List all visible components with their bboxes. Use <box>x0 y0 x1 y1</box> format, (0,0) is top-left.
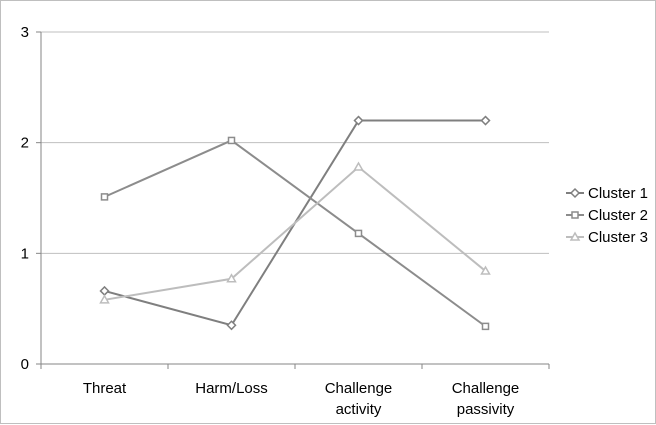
legend-label: Cluster 2 <box>588 207 648 224</box>
data-point-square <box>100 193 109 201</box>
legend-marker-triangle <box>569 231 581 241</box>
x-tick-label-line: Challenge <box>452 380 520 397</box>
y-tick-label: 0 <box>21 356 29 373</box>
y-tick-label: 2 <box>21 135 29 152</box>
legend-entry: Cluster 3 <box>566 229 648 246</box>
legend-label: Cluster 3 <box>588 229 648 246</box>
x-tick-label-line: passivity <box>457 401 515 418</box>
data-point-diamond <box>226 320 237 331</box>
legend-entry: Cluster 2 <box>566 207 648 224</box>
series-line <box>104 165 487 301</box>
data-point-diamond <box>99 285 110 297</box>
data-point-triangle <box>226 273 237 283</box>
series-3 <box>99 161 491 304</box>
x-tick-label-line: Threat <box>83 380 127 397</box>
data-point-diamond <box>353 115 364 126</box>
legend-marker-square <box>571 211 579 219</box>
y-tick-label: 1 <box>21 245 29 262</box>
grid-lines <box>41 31 549 254</box>
data-point-square <box>481 322 490 331</box>
x-tick-label: Threat <box>83 380 127 397</box>
x-tick-label-line: activity <box>336 401 382 418</box>
y-tick-labels: 0 1 2 3 <box>21 24 29 373</box>
x-tick-labels: Threat Harm/Loss Challenge activityChalleng… <box>83 380 519 418</box>
legend-marker-diamond <box>569 187 581 199</box>
data-point-square <box>227 136 236 145</box>
x-tick-label: Harm/Loss <box>195 380 268 397</box>
x-tick-label-line: Challenge <box>325 380 393 397</box>
legend-entry: Cluster 1 <box>566 185 648 202</box>
series-group <box>99 115 491 331</box>
data-point-triangle <box>480 265 491 275</box>
x-tick-label-line: Harm/Loss <box>195 380 268 397</box>
x-tick-label: Challenge activity <box>325 380 393 418</box>
axes <box>36 31 550 369</box>
data-point-square <box>354 229 363 238</box>
data-point-triangle <box>99 294 110 304</box>
series-line <box>104 139 487 328</box>
legend-label: Cluster 1 <box>588 185 648 202</box>
legend: Cluster 1 Cluster 2 Cluster 3 <box>566 185 648 246</box>
x-tick-label: Challenge passivity <box>452 380 520 418</box>
series-2 <box>100 136 490 331</box>
data-point-diamond <box>480 115 491 126</box>
y-tick-label: 3 <box>21 24 29 41</box>
data-point-triangle <box>353 161 364 171</box>
